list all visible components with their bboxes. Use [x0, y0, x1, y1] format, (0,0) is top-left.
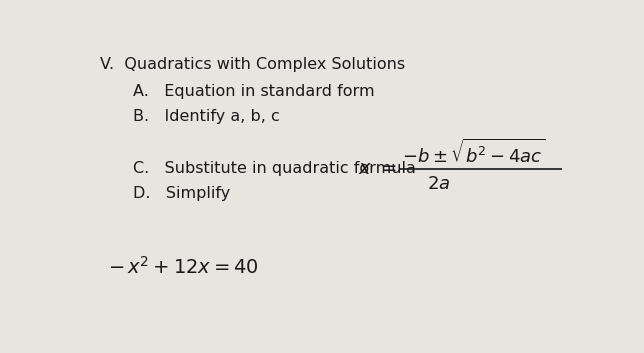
Text: $-\,x^{2} + 12x = 40$: $-\,x^{2} + 12x = 40$: [108, 256, 259, 277]
Text: A.   Equation in standard form: A. Equation in standard form: [133, 84, 375, 100]
Text: D.   Simplify: D. Simplify: [133, 186, 230, 201]
Text: $-b\pm\sqrt{b^2-4ac}$: $-b\pm\sqrt{b^2-4ac}$: [402, 138, 545, 167]
Text: B.   Identify a, b, c: B. Identify a, b, c: [133, 109, 279, 124]
Text: $x\ =$: $x\ =$: [357, 159, 396, 178]
Text: $2a$: $2a$: [428, 175, 451, 193]
Text: C.   Substitute in quadratic formula: C. Substitute in quadratic formula: [133, 161, 416, 176]
Text: V.  Quadratics with Complex Solutions: V. Quadratics with Complex Solutions: [100, 57, 406, 72]
